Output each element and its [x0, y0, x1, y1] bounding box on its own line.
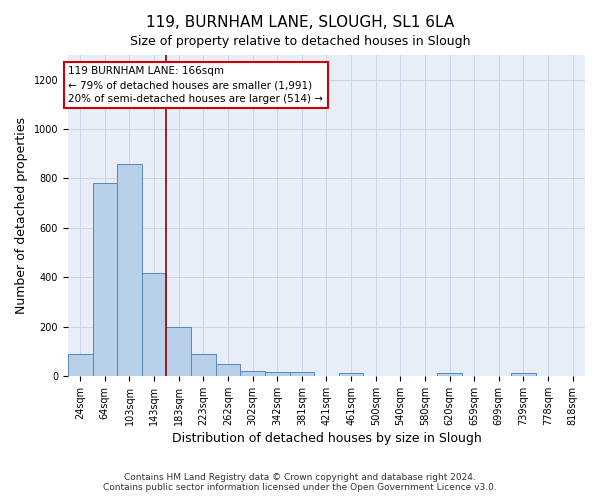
Bar: [240, 371, 265, 376]
Bar: [166, 326, 191, 376]
Text: 119 BURNHAM LANE: 166sqm
← 79% of detached houses are smaller (1,991)
20% of sem: 119 BURNHAM LANE: 166sqm ← 79% of detach…: [68, 66, 323, 104]
Bar: [92, 184, 117, 376]
Bar: [339, 374, 364, 376]
Bar: [290, 372, 314, 376]
Bar: [191, 354, 215, 376]
Bar: [511, 374, 536, 376]
Bar: [215, 364, 240, 376]
Text: Contains HM Land Registry data © Crown copyright and database right 2024.
Contai: Contains HM Land Registry data © Crown c…: [103, 473, 497, 492]
Y-axis label: Number of detached properties: Number of detached properties: [15, 117, 28, 314]
X-axis label: Distribution of detached houses by size in Slough: Distribution of detached houses by size …: [172, 432, 481, 445]
Bar: [142, 274, 166, 376]
Bar: [68, 354, 92, 376]
Text: Size of property relative to detached houses in Slough: Size of property relative to detached ho…: [130, 35, 470, 48]
Text: 119, BURNHAM LANE, SLOUGH, SL1 6LA: 119, BURNHAM LANE, SLOUGH, SL1 6LA: [146, 15, 454, 30]
Bar: [265, 372, 290, 376]
Bar: [117, 164, 142, 376]
Bar: [437, 374, 462, 376]
